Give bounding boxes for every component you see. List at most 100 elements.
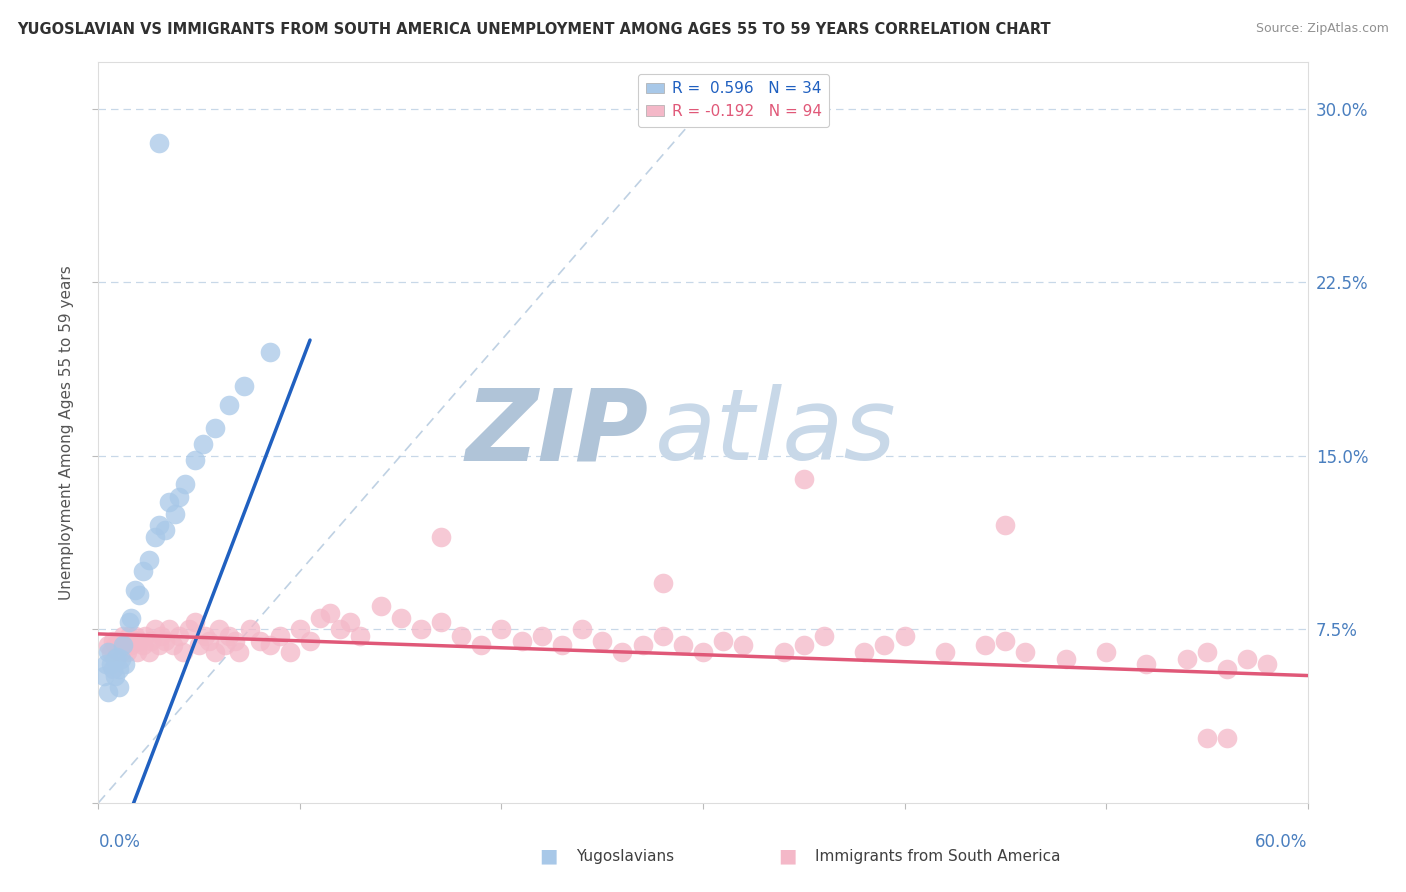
Point: [288, 622, 311, 636]
Point: [370, 599, 392, 614]
Point: [450, 629, 472, 643]
Point: [111, 629, 134, 643]
Point: [612, 645, 634, 659]
Point: [121, 633, 143, 648]
Point: [143, 622, 166, 636]
Point: [107, 662, 129, 676]
Point: [101, 662, 124, 676]
Point: [100, 657, 122, 671]
Point: [278, 645, 301, 659]
Point: [430, 530, 453, 544]
Point: [204, 421, 226, 435]
Point: [120, 639, 142, 653]
Point: [132, 639, 155, 653]
Point: [1216, 662, 1239, 676]
Point: [179, 622, 201, 636]
Point: [249, 633, 271, 648]
Point: [389, 610, 412, 624]
Point: [114, 639, 136, 653]
Point: [107, 680, 129, 694]
Point: [994, 633, 1017, 648]
Text: 0.0%: 0.0%: [98, 833, 141, 851]
Point: [853, 645, 876, 659]
Point: [1195, 645, 1218, 659]
Point: [124, 629, 146, 643]
Point: [319, 606, 342, 620]
Point: [1095, 645, 1118, 659]
Point: [349, 629, 371, 643]
Point: [491, 622, 513, 636]
Point: [218, 398, 240, 412]
Point: [157, 495, 180, 509]
Point: [733, 639, 755, 653]
Point: [672, 639, 695, 653]
Point: [143, 530, 166, 544]
Text: ■: ■: [778, 847, 797, 866]
Point: [470, 639, 492, 653]
Text: atlas: atlas: [655, 384, 896, 481]
Point: [134, 629, 156, 643]
Point: [174, 476, 197, 491]
Point: [329, 622, 352, 636]
Point: [172, 645, 194, 659]
Point: [107, 633, 129, 648]
Point: [97, 639, 120, 653]
Point: [120, 610, 142, 624]
Point: [530, 629, 553, 643]
Point: [118, 615, 141, 630]
Point: [125, 645, 148, 659]
Point: [224, 633, 246, 648]
Point: [239, 622, 262, 636]
Point: [111, 639, 134, 653]
Point: [228, 645, 250, 659]
Point: [591, 633, 613, 648]
Point: [128, 633, 150, 648]
Point: [153, 523, 176, 537]
Point: [1195, 731, 1218, 745]
Point: [651, 629, 673, 643]
Point: [873, 639, 896, 653]
Point: [148, 136, 170, 151]
Point: [208, 622, 231, 636]
Text: 60.0%: 60.0%: [1256, 833, 1308, 851]
Point: [162, 639, 184, 653]
Text: Immigrants from South America: Immigrants from South America: [815, 849, 1062, 863]
Point: [184, 615, 207, 630]
Point: [167, 491, 190, 505]
Point: [631, 639, 654, 653]
Point: [934, 645, 956, 659]
Point: [214, 639, 236, 653]
Point: [793, 639, 815, 653]
Point: [139, 633, 162, 648]
Point: [974, 639, 997, 653]
Point: [96, 657, 118, 671]
Point: [138, 553, 160, 567]
Point: [194, 629, 217, 643]
Point: [813, 629, 835, 643]
Point: [110, 652, 132, 666]
Point: [893, 629, 915, 643]
Point: [193, 437, 215, 451]
Point: [93, 668, 115, 682]
Point: [232, 379, 254, 393]
Point: [1256, 657, 1278, 671]
Point: [651, 576, 673, 591]
Point: [101, 633, 124, 648]
Point: [114, 657, 136, 671]
Point: [711, 633, 734, 648]
Point: [97, 645, 120, 659]
Point: [167, 629, 190, 643]
Point: [793, 472, 815, 486]
Legend: R =  0.596   N = 34, R = -0.192   N = 94: R = 0.596 N = 34, R = -0.192 N = 94: [638, 74, 830, 127]
Point: [430, 615, 453, 630]
Point: [510, 633, 533, 648]
Point: [105, 650, 128, 665]
Point: [259, 639, 281, 653]
Point: [1216, 731, 1239, 745]
Point: [103, 639, 125, 653]
Point: [1175, 652, 1198, 666]
Point: [1054, 652, 1077, 666]
Point: [157, 622, 180, 636]
Point: [309, 610, 332, 624]
Point: [692, 645, 714, 659]
